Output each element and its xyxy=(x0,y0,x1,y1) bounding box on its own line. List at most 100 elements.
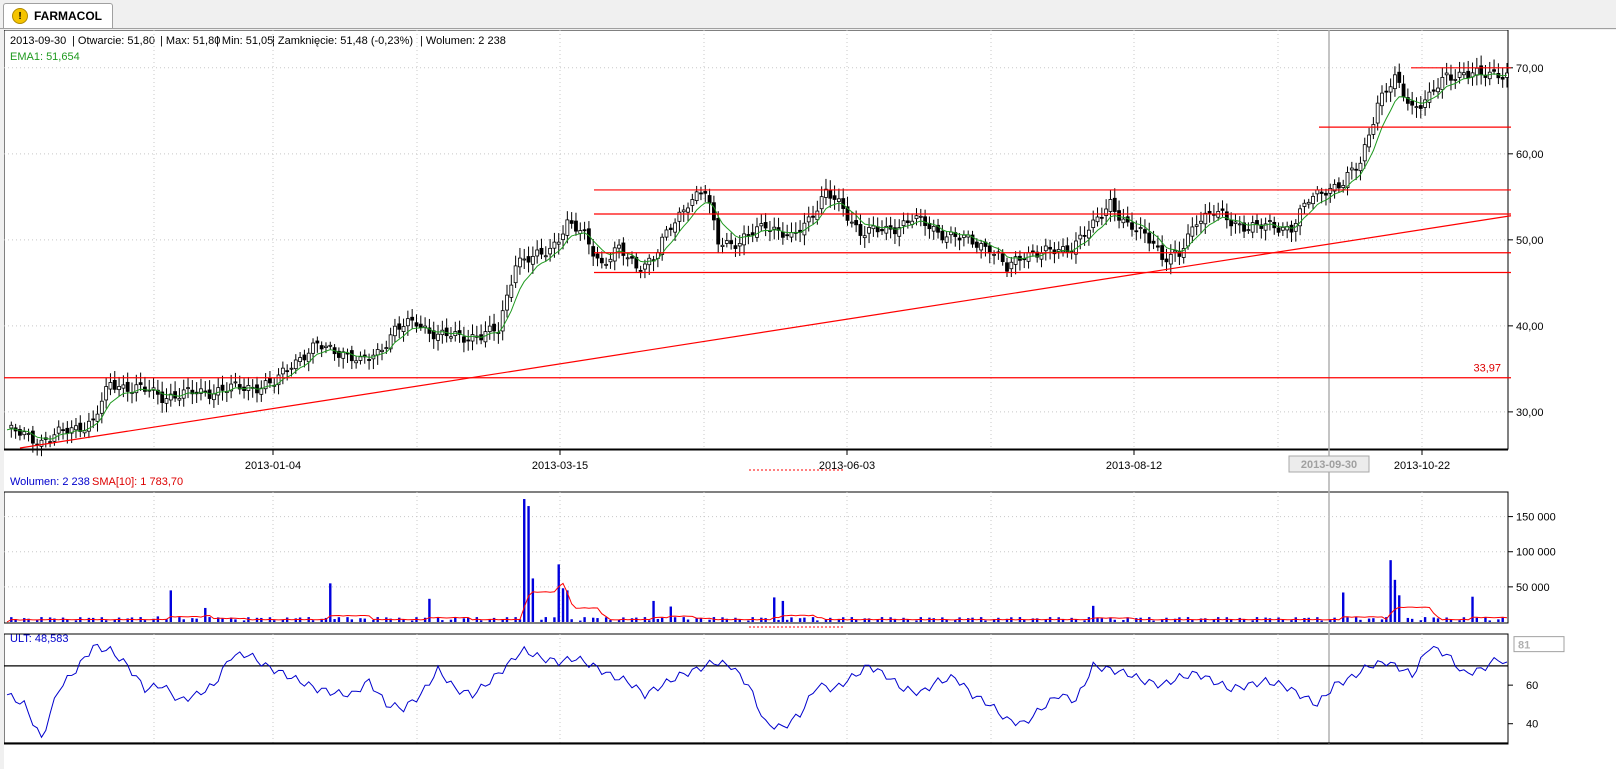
candle-body xyxy=(354,360,359,364)
candle-body xyxy=(1453,78,1458,81)
volume-bar xyxy=(738,619,741,622)
candle-body xyxy=(259,387,264,395)
candle-body xyxy=(561,233,565,241)
volume-bar xyxy=(441,620,444,622)
info-open: | Otwarcie: 51,80 xyxy=(72,35,155,47)
candle-body xyxy=(1449,74,1453,81)
candle-body xyxy=(1039,252,1044,260)
volume-bar xyxy=(553,617,556,622)
candle-body xyxy=(302,354,307,361)
candle-body xyxy=(1466,70,1471,78)
volume-bar xyxy=(1173,618,1177,622)
volume-bar xyxy=(27,618,30,622)
candle-body xyxy=(957,237,962,241)
candle-body xyxy=(1479,65,1484,75)
candle-body xyxy=(530,255,535,265)
volume-bar xyxy=(398,617,401,622)
ult-value-label: 81 xyxy=(1518,640,1530,652)
volume-bar xyxy=(1354,617,1358,622)
candle-body xyxy=(733,245,738,249)
volume-bar xyxy=(781,600,785,622)
volume-bar xyxy=(1367,618,1371,622)
candle-body xyxy=(746,234,751,236)
ult-plot-frame xyxy=(4,633,1509,745)
candle-body xyxy=(134,384,139,394)
candle-body xyxy=(263,380,268,390)
candle-body xyxy=(30,430,35,444)
candle-body xyxy=(108,382,113,390)
volume-bar xyxy=(229,617,233,622)
candle-body xyxy=(1220,208,1225,211)
volume-bar xyxy=(660,617,664,622)
volume-bar xyxy=(221,618,224,622)
volume-bar xyxy=(734,617,737,622)
candle-body xyxy=(1328,188,1333,194)
candle-body xyxy=(440,329,445,336)
volume-bar xyxy=(932,618,935,622)
candle-body xyxy=(509,284,514,298)
candle-body xyxy=(1043,245,1048,252)
volume-bar xyxy=(1113,619,1116,622)
candle-body xyxy=(1194,224,1199,227)
volume-bar xyxy=(273,620,276,622)
candle-body xyxy=(349,350,354,362)
candle-body xyxy=(229,383,234,392)
candle-body xyxy=(586,228,591,245)
volume-bar xyxy=(1083,620,1086,622)
volume-bar xyxy=(583,617,586,622)
tab-bar: ! FARMACOL xyxy=(0,0,1616,29)
candle-body xyxy=(673,222,678,233)
candle-body xyxy=(625,257,630,260)
ema-line xyxy=(6,73,1508,440)
candle-body xyxy=(1065,245,1070,253)
volume-bar xyxy=(854,619,858,622)
candle-body xyxy=(289,367,294,370)
volume-bar xyxy=(648,620,651,622)
candle-body xyxy=(936,224,940,233)
candle-body xyxy=(1298,208,1303,227)
volume-bar xyxy=(350,619,354,622)
candle-body xyxy=(599,257,604,264)
candle-body xyxy=(1186,233,1190,247)
candle-body xyxy=(39,439,44,447)
volume-bar xyxy=(906,619,910,622)
candle-body xyxy=(95,413,100,422)
candle-body xyxy=(1410,100,1415,106)
candle-body xyxy=(1362,144,1367,162)
volume-bar xyxy=(372,619,375,622)
volume-bar xyxy=(1290,620,1293,622)
volume-bar xyxy=(1484,617,1487,622)
candle-body xyxy=(681,209,686,213)
candle-body xyxy=(914,215,919,220)
volume-bar xyxy=(1303,618,1306,622)
candle-body xyxy=(1224,211,1229,221)
volume-bar xyxy=(1410,618,1414,622)
chart-panel[interactable]: 2013-09-30 | Otwarcie: 51,80 | Max: 51,8… xyxy=(4,30,1616,769)
chart-svg[interactable]: 2013-09-30 | Otwarcie: 51,80 | Max: 51,8… xyxy=(4,30,1616,769)
volume-bar xyxy=(798,618,802,622)
volume-bar xyxy=(686,619,690,622)
candle-body xyxy=(1000,253,1005,262)
volume-bar xyxy=(363,618,366,622)
candle-body xyxy=(604,263,609,266)
candle-body xyxy=(612,247,617,262)
candle-body xyxy=(905,220,910,223)
candle-body xyxy=(513,265,518,284)
candle-body xyxy=(630,256,634,259)
ult-tick-label: 40 xyxy=(1526,719,1538,731)
candle-body xyxy=(621,242,626,256)
candle-body xyxy=(931,225,936,232)
candle-body xyxy=(9,424,14,429)
candle-body xyxy=(1367,134,1371,148)
candle-body xyxy=(1121,218,1126,224)
ult-tick-label: 60 xyxy=(1526,680,1538,692)
volume-bar xyxy=(1100,618,1104,622)
candle-body xyxy=(617,244,621,249)
tab-farmacol[interactable]: ! FARMACOL xyxy=(3,3,113,28)
volume-bar xyxy=(604,617,608,622)
tab-title: FARMACOL xyxy=(34,9,102,23)
volume-bar xyxy=(1436,618,1440,622)
candle-body xyxy=(638,270,643,272)
level-annotation: 33,97 xyxy=(1473,363,1501,375)
candle-body xyxy=(595,253,600,259)
